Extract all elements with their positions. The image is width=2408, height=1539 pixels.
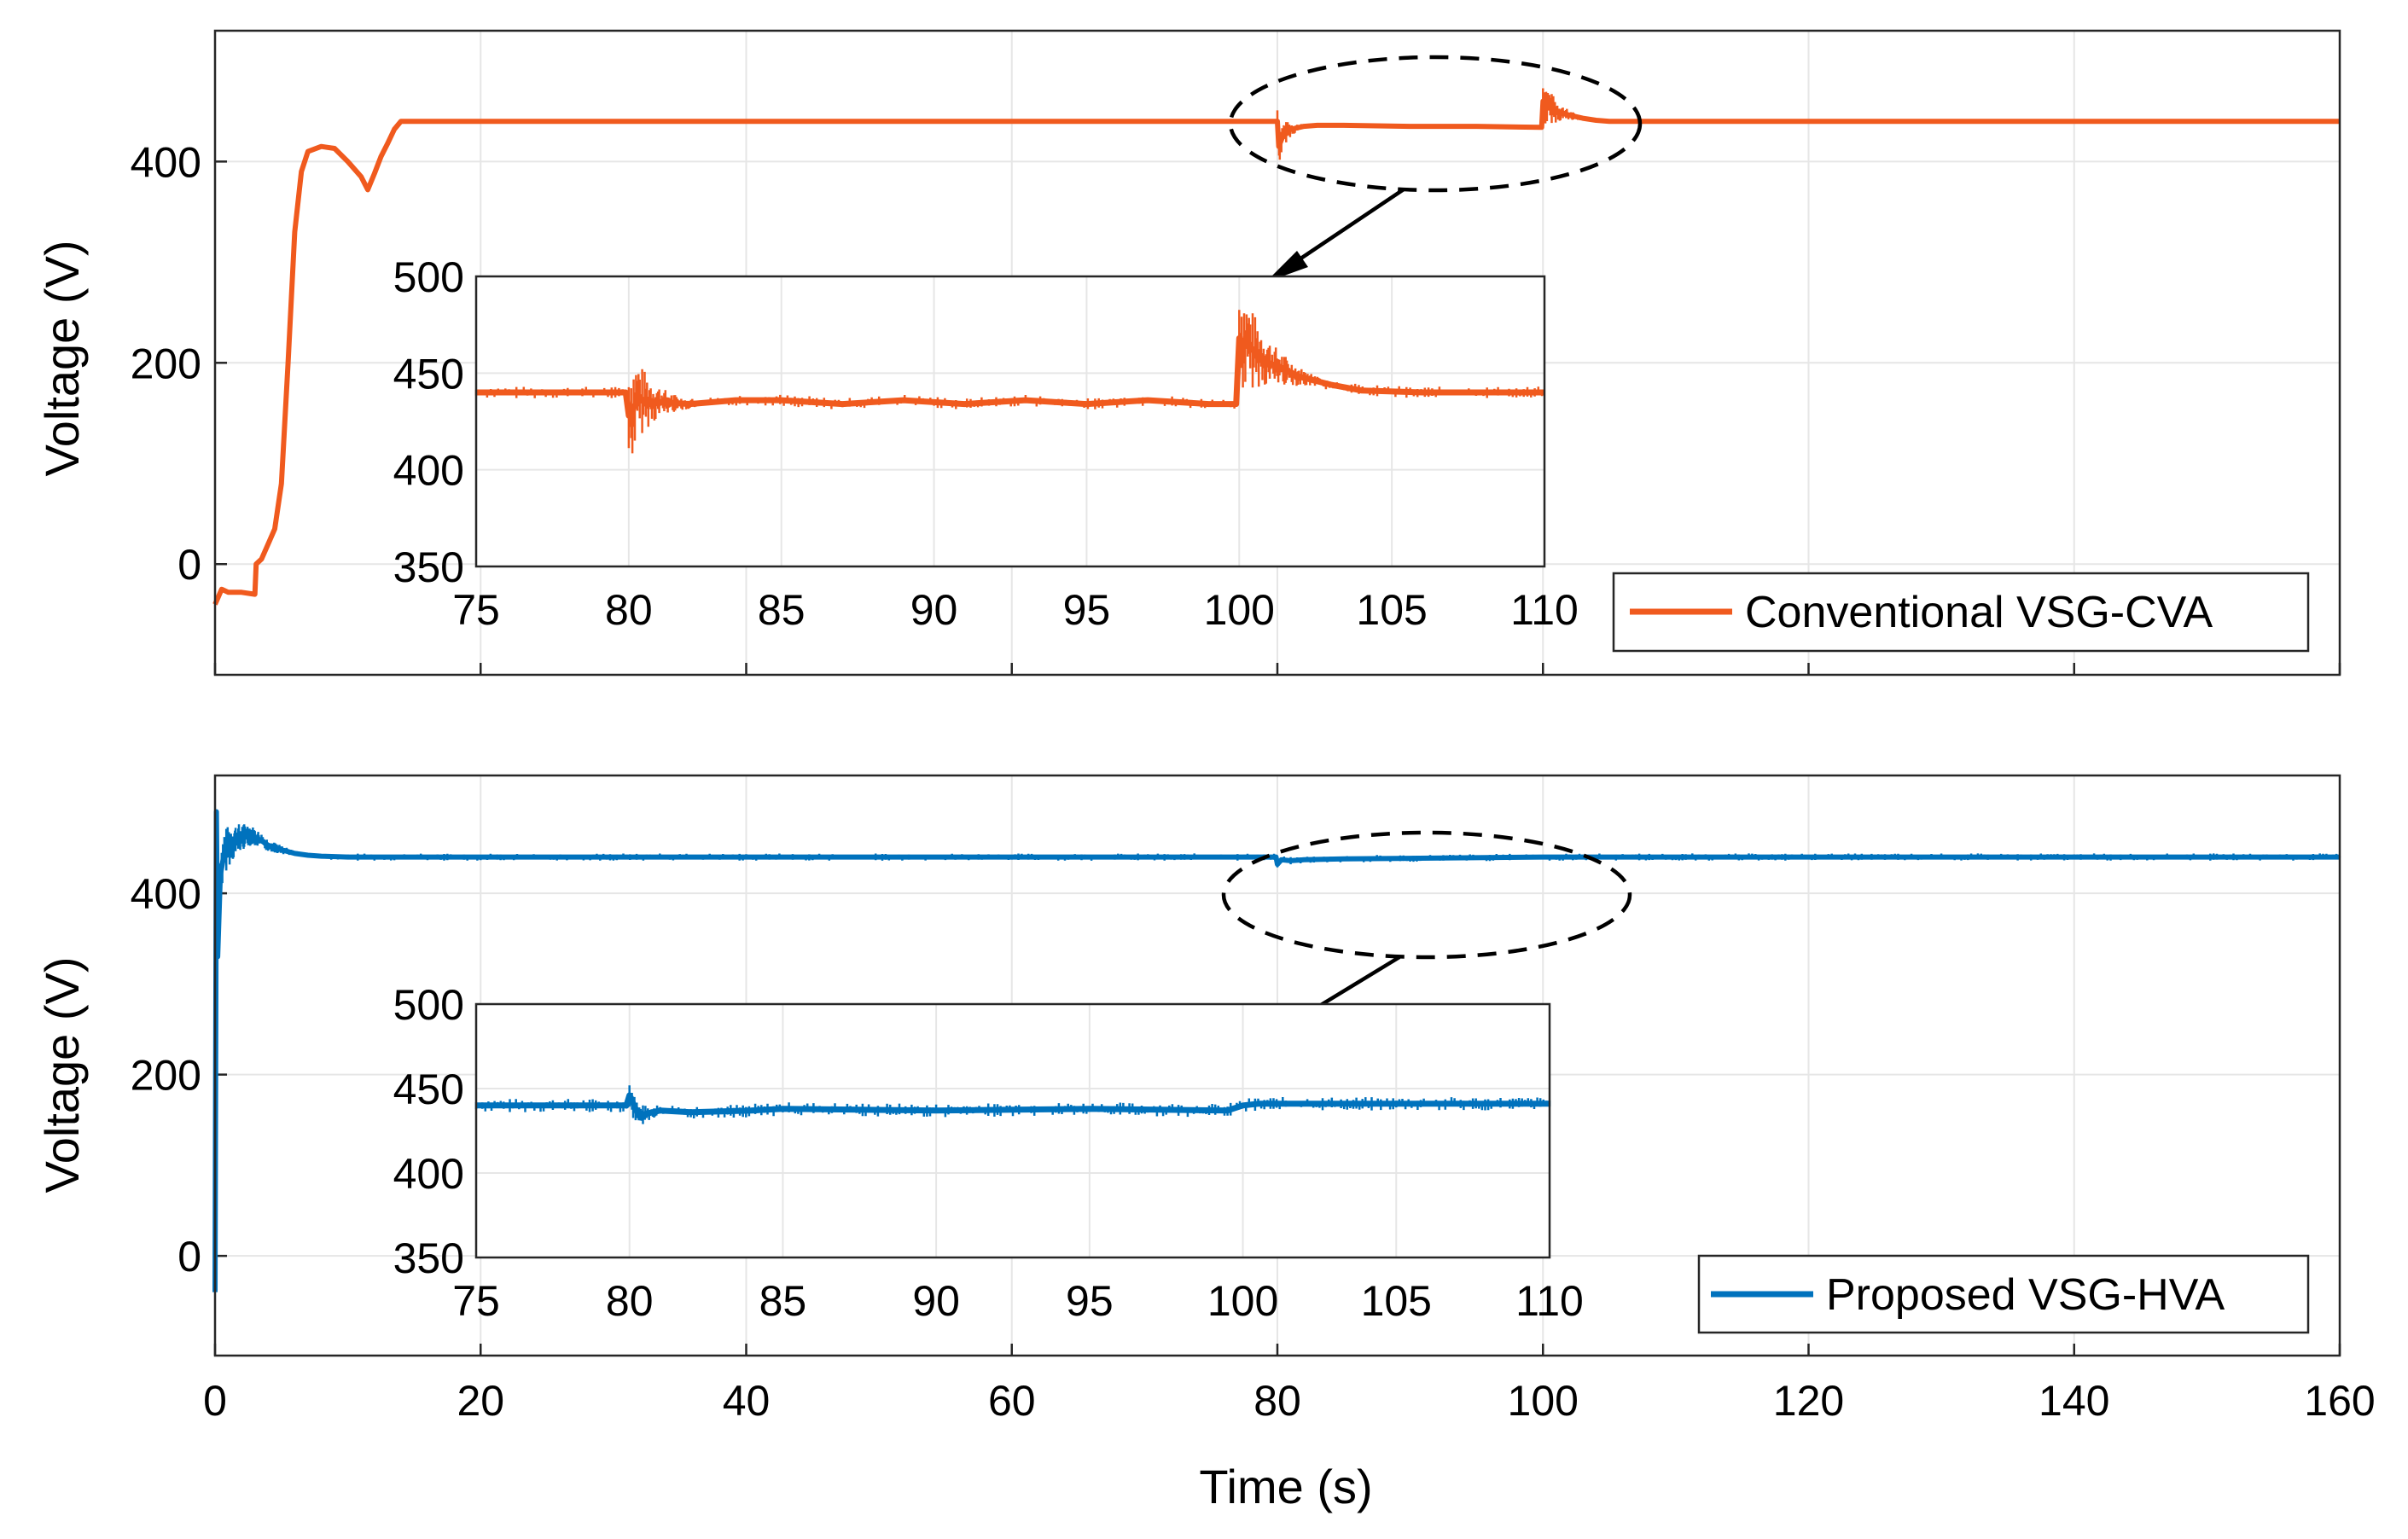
top-legend-label: Conventional VSG-CVA bbox=[1745, 588, 2213, 637]
bottom-xtick-label-120: 120 bbox=[1773, 1377, 1844, 1425]
bottom-ytick-label-0: 0 bbox=[177, 1233, 201, 1281]
top-inset-xtick-label-110: 110 bbox=[1510, 586, 1579, 634]
bottom-inset-xtick-label-85: 85 bbox=[759, 1277, 807, 1325]
top-inset: 75 80 85 90 95 100 105 110 350 400 450 500 bbox=[393, 253, 1579, 634]
top-inset-ticks: 75 80 85 90 95 100 105 110 350 400 450 500 bbox=[393, 253, 1579, 634]
top-inset-xtick-label-75: 75 bbox=[452, 586, 500, 634]
bottom-inset-xtick-label-105: 105 bbox=[1361, 1277, 1432, 1325]
top-inset-noise bbox=[474, 310, 1544, 454]
top-axes-frame bbox=[213, 29, 2341, 677]
bottom-ticks: 0 20 40 60 80 100 120 140 160 0 200 400 bbox=[131, 870, 2376, 1425]
bottom-xtick-label-0: 0 bbox=[203, 1377, 227, 1425]
top-inset-burst-80 bbox=[627, 369, 736, 454]
top-zoom-arrowhead bbox=[1265, 251, 1308, 282]
bottom-inset-xtick-label-110: 110 bbox=[1515, 1277, 1584, 1325]
bottom-xtick-label-40: 40 bbox=[723, 1377, 771, 1425]
bottom-inset-frame bbox=[474, 1002, 1551, 1259]
bottom-ytick-label-200: 200 bbox=[131, 1052, 201, 1100]
top-ytick-label-400: 400 bbox=[131, 138, 201, 186]
top-inset-ytick-label-350: 350 bbox=[393, 543, 464, 591]
top-inset-xtick-label-90: 90 bbox=[910, 586, 958, 634]
top-inset-xtick-label-85: 85 bbox=[758, 586, 806, 634]
bottom-noise-startup bbox=[218, 824, 323, 932]
bottom-axes-frame bbox=[213, 774, 2341, 1357]
x-axis-label: Time (s) bbox=[1199, 1460, 1372, 1513]
top-inset-ytick-label-400: 400 bbox=[393, 447, 464, 495]
bottom-inset-xtick-label-80: 80 bbox=[606, 1277, 654, 1325]
bottom-inset-burst-80 bbox=[628, 1085, 691, 1124]
bottom-inset-ytick-label-350: 350 bbox=[393, 1234, 464, 1282]
bottom-panel: 0 20 40 60 80 100 120 140 160 0 200 400 Voltage (V)… bbox=[35, 774, 2376, 1513]
top-legend: Conventional VSG-CVA bbox=[1612, 572, 2310, 653]
bottom-inset-xtick-label-75: 75 bbox=[452, 1277, 500, 1325]
top-inset-ytick-label-450: 450 bbox=[393, 350, 464, 398]
bottom-noise bbox=[218, 824, 2341, 932]
bottom-xtick-label-20: 20 bbox=[457, 1377, 504, 1425]
bottom-xtick-label-140: 140 bbox=[2039, 1377, 2109, 1425]
bottom-inset-ticks: 75 80 85 90 95 100 105 110 350 400 450 500 bbox=[393, 981, 1584, 1325]
top-inset-xtick-label-105: 105 bbox=[1356, 586, 1427, 634]
bottom-xtick-label-100: 100 bbox=[1508, 1377, 1579, 1425]
top-y-axis-label: Voltage (V) bbox=[35, 240, 89, 476]
bottom-xtick-label-60: 60 bbox=[988, 1377, 1036, 1425]
bottom-inset-ytick-label-500: 500 bbox=[393, 981, 464, 1029]
bottom-inset-ytick-label-450: 450 bbox=[393, 1066, 464, 1113]
top-inset-burst-100 bbox=[1238, 310, 1377, 392]
bottom-zoom-ellipse bbox=[1221, 830, 1632, 960]
bottom-inset-noise bbox=[474, 1085, 1551, 1124]
bottom-inset-xtick-label-90: 90 bbox=[912, 1277, 960, 1325]
top-zoom-ellipse bbox=[1228, 55, 1643, 193]
top-inset-xtick-label-95: 95 bbox=[1063, 586, 1111, 634]
bottom-ytick-label-400: 400 bbox=[131, 870, 201, 918]
bottom-xtick-label-160: 160 bbox=[2304, 1377, 2375, 1425]
top-panel: 0 200 400 Voltage (V) 75 80 85 90 95 100 105 110 3… bbox=[35, 29, 2341, 677]
top-ticks: 0 200 400 bbox=[131, 138, 2341, 675]
bottom-inset-xtick-label-95: 95 bbox=[1066, 1277, 1114, 1325]
bottom-xtick-label-80: 80 bbox=[1253, 1377, 1301, 1425]
top-inset-xtick-label-80: 80 bbox=[605, 586, 653, 634]
top-inset-xtick-label-100: 100 bbox=[1204, 586, 1275, 634]
top-inset-frame bbox=[474, 275, 1546, 568]
bottom-inset: 75 80 85 90 95 100 105 110 350 400 450 500 bbox=[393, 981, 1584, 1325]
top-noise bbox=[1276, 88, 1597, 160]
bottom-y-axis-label: Voltage (V) bbox=[35, 956, 89, 1193]
bottom-legend-label: Proposed VSG-HVA bbox=[1826, 1270, 2225, 1320]
top-ytick-label-200: 200 bbox=[131, 340, 201, 387]
top-zoom-arrow bbox=[1280, 188, 1405, 273]
bottom-legend: Proposed VSG-HVA bbox=[1697, 1254, 2310, 1334]
top-noise-burst-80 bbox=[1276, 110, 1318, 160]
top-noise-burst-100 bbox=[1542, 88, 1597, 124]
bottom-noise-ripple bbox=[320, 853, 2341, 868]
top-ytick-label-0: 0 bbox=[177, 541, 201, 589]
top-inset-ytick-label-500: 500 bbox=[393, 253, 464, 301]
bottom-inset-xtick-label-100: 100 bbox=[1207, 1277, 1278, 1325]
bottom-inset-ytick-label-400: 400 bbox=[393, 1150, 464, 1198]
